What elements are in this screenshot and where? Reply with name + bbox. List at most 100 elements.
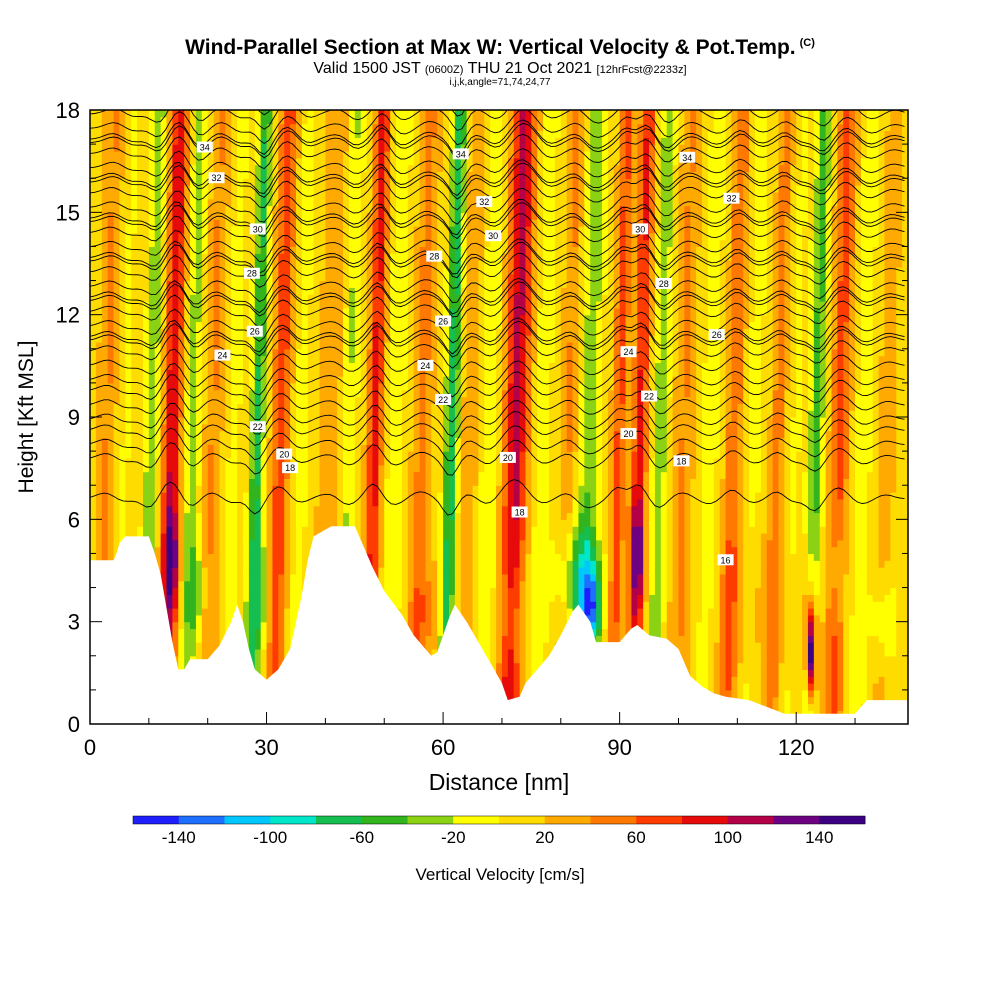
velocity-cell (725, 444, 738, 452)
velocity-cell (549, 621, 568, 630)
velocity-cell (707, 621, 721, 630)
velocity-cell (401, 505, 409, 514)
velocity-cell (107, 485, 115, 493)
velocity-cell (154, 505, 162, 514)
velocity-cell (654, 444, 668, 452)
velocity-cell (807, 457, 815, 466)
velocity-cell (849, 532, 856, 541)
velocity-cell (525, 662, 532, 671)
velocity-cell (719, 662, 727, 671)
velocity-cell (107, 526, 115, 534)
velocity-cell (731, 689, 738, 698)
velocity-cell (519, 423, 527, 432)
velocity-cell (713, 485, 721, 493)
velocity-cell (872, 430, 880, 439)
velocity-cell (478, 560, 497, 568)
velocity-cell (849, 403, 856, 411)
velocity-cell (525, 628, 532, 636)
velocity-cell (560, 512, 568, 520)
velocity-cell (631, 614, 638, 623)
velocity-cell (772, 505, 780, 514)
velocity-cell (354, 417, 368, 425)
velocity-cell (549, 451, 562, 459)
velocity-cell (278, 601, 285, 609)
velocity-cell (290, 567, 297, 575)
velocity-cell (290, 614, 303, 623)
velocity-cell (601, 628, 609, 636)
velocity-cell (184, 519, 197, 527)
velocity-cell (343, 444, 356, 452)
velocity-cell (219, 382, 226, 391)
velocity-cell (166, 403, 179, 411)
velocity-cell (613, 464, 621, 473)
velocity-cell (637, 464, 644, 473)
velocity-cell (725, 430, 738, 439)
velocity-cell (649, 580, 656, 589)
velocity-cell (231, 423, 238, 432)
velocity-cell (160, 546, 168, 555)
velocity-cell (401, 580, 409, 589)
velocity-cell (784, 457, 791, 466)
velocity-cell (237, 430, 250, 439)
velocity-cell (184, 553, 191, 561)
velocity-cell (778, 655, 786, 664)
velocity-cell (590, 560, 597, 568)
velocity-cell (496, 396, 503, 404)
velocity-cell (307, 464, 321, 473)
velocity-cell (201, 444, 209, 452)
velocity-cell (643, 601, 650, 609)
velocity-cell (454, 471, 462, 479)
velocity-cell (184, 567, 191, 575)
velocity-cell (313, 512, 338, 520)
velocity-cell (672, 430, 697, 439)
velocity-cell (496, 669, 503, 677)
velocity-cell (525, 423, 532, 432)
velocity-cell (855, 519, 868, 527)
velocity-cell (260, 478, 268, 486)
velocity-cell (649, 539, 656, 548)
velocity-cell (719, 539, 727, 548)
velocity-cell (666, 560, 674, 568)
velocity-cell (784, 539, 791, 548)
velocity-cell (625, 464, 633, 473)
velocity-cell (95, 532, 103, 541)
velocity-cell (178, 621, 185, 630)
velocity-cell (90, 410, 97, 418)
velocity-cell (684, 621, 691, 630)
velocity-cell (519, 648, 527, 657)
velocity-cell (154, 464, 162, 473)
velocity-cell (413, 621, 421, 630)
velocity-cell (884, 642, 897, 650)
velocity-cell (807, 471, 815, 479)
velocity-cell (678, 621, 685, 630)
velocity-cell (501, 512, 509, 520)
velocity-cell (90, 389, 97, 398)
velocity-cell (266, 444, 274, 452)
velocity-cell (513, 580, 521, 589)
velocity-cell (266, 498, 274, 507)
velocity-cell (496, 648, 503, 657)
velocity-cell (802, 662, 809, 671)
velocity-cell (219, 573, 226, 582)
velocity-cell (184, 382, 191, 391)
velocity-cell (125, 403, 132, 411)
velocity-cell (519, 478, 527, 486)
velocity-cell (254, 417, 262, 425)
velocity-cell (119, 451, 132, 459)
velocity-cell (825, 403, 833, 411)
velocity-cell (784, 526, 791, 534)
velocity-cell (225, 478, 238, 486)
velocity-cell (725, 648, 733, 657)
velocity-cell (766, 567, 780, 575)
velocity-cell (849, 464, 856, 473)
velocity-cell (654, 457, 668, 466)
velocity-cell (819, 451, 827, 459)
velocity-cell (872, 423, 880, 432)
velocity-cell (672, 485, 680, 493)
velocity-cell (549, 601, 568, 609)
velocity-cell (337, 382, 344, 391)
velocity-cell (896, 471, 908, 479)
velocity-cell (195, 567, 203, 575)
velocity-cell (260, 573, 268, 582)
velocity-cell (613, 532, 621, 541)
